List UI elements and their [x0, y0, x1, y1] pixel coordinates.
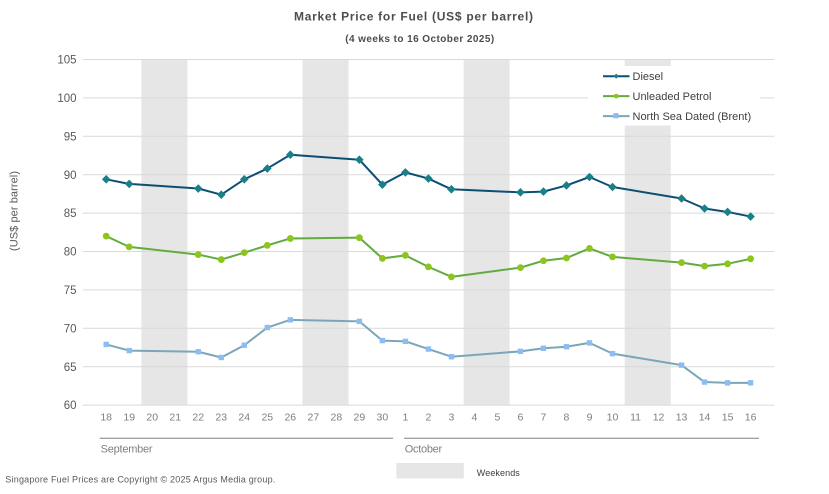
svg-text:24: 24	[238, 412, 250, 424]
svg-text:5: 5	[495, 412, 501, 424]
svg-text:28: 28	[330, 412, 342, 424]
svg-text:North Sea Dated (Brent): North Sea Dated (Brent)	[633, 111, 752, 123]
svg-text:Weekends: Weekends	[477, 468, 521, 478]
svg-text:26: 26	[284, 412, 296, 424]
svg-text:(4 weeks to 16 October 2025): (4 weeks to 16 October 2025)	[345, 34, 494, 45]
svg-text:22: 22	[192, 412, 204, 424]
svg-text:25: 25	[261, 412, 273, 424]
svg-text:(US$ per barrel): (US$ per barrel)	[9, 171, 21, 251]
svg-text:13: 13	[676, 412, 688, 424]
svg-text:15: 15	[722, 412, 734, 424]
svg-text:65: 65	[64, 362, 77, 374]
svg-text:12: 12	[653, 412, 665, 424]
svg-text:19: 19	[123, 412, 135, 424]
svg-text:20: 20	[146, 412, 158, 424]
svg-text:30: 30	[377, 412, 389, 424]
svg-text:7: 7	[541, 412, 547, 424]
svg-text:60: 60	[64, 400, 77, 412]
svg-text:Unleaded Petrol: Unleaded Petrol	[633, 91, 712, 103]
svg-text:Singapore Fuel Prices are Copy: Singapore Fuel Prices are Copyright © 20…	[5, 475, 275, 485]
svg-text:90: 90	[64, 170, 77, 182]
svg-text:100: 100	[57, 93, 76, 105]
svg-text:21: 21	[169, 412, 181, 424]
svg-text:3: 3	[448, 412, 454, 424]
svg-text:2: 2	[425, 412, 431, 424]
svg-text:95: 95	[64, 131, 77, 143]
svg-text:Diesel: Diesel	[633, 71, 664, 83]
svg-text:10: 10	[607, 412, 619, 424]
svg-text:75: 75	[64, 285, 77, 297]
svg-text:27: 27	[307, 412, 319, 424]
svg-text:11: 11	[630, 412, 641, 424]
svg-text:6: 6	[518, 412, 524, 424]
svg-text:8: 8	[564, 412, 570, 424]
svg-text:85: 85	[64, 208, 77, 220]
svg-text:1: 1	[402, 412, 408, 424]
svg-text:September: September	[101, 444, 153, 456]
svg-text:105: 105	[57, 55, 76, 67]
svg-text:Market Price for Fuel (US$ per: Market Price for Fuel (US$ per barrel)	[294, 10, 533, 24]
svg-text:18: 18	[100, 412, 112, 424]
svg-text:29: 29	[354, 412, 366, 424]
svg-text:9: 9	[587, 412, 593, 424]
svg-text:16: 16	[745, 412, 757, 424]
svg-text:70: 70	[64, 323, 77, 335]
svg-text:14: 14	[699, 412, 711, 424]
svg-text:4: 4	[471, 412, 477, 424]
svg-text:23: 23	[215, 412, 227, 424]
svg-text:October: October	[405, 444, 443, 456]
svg-text:80: 80	[64, 247, 77, 259]
